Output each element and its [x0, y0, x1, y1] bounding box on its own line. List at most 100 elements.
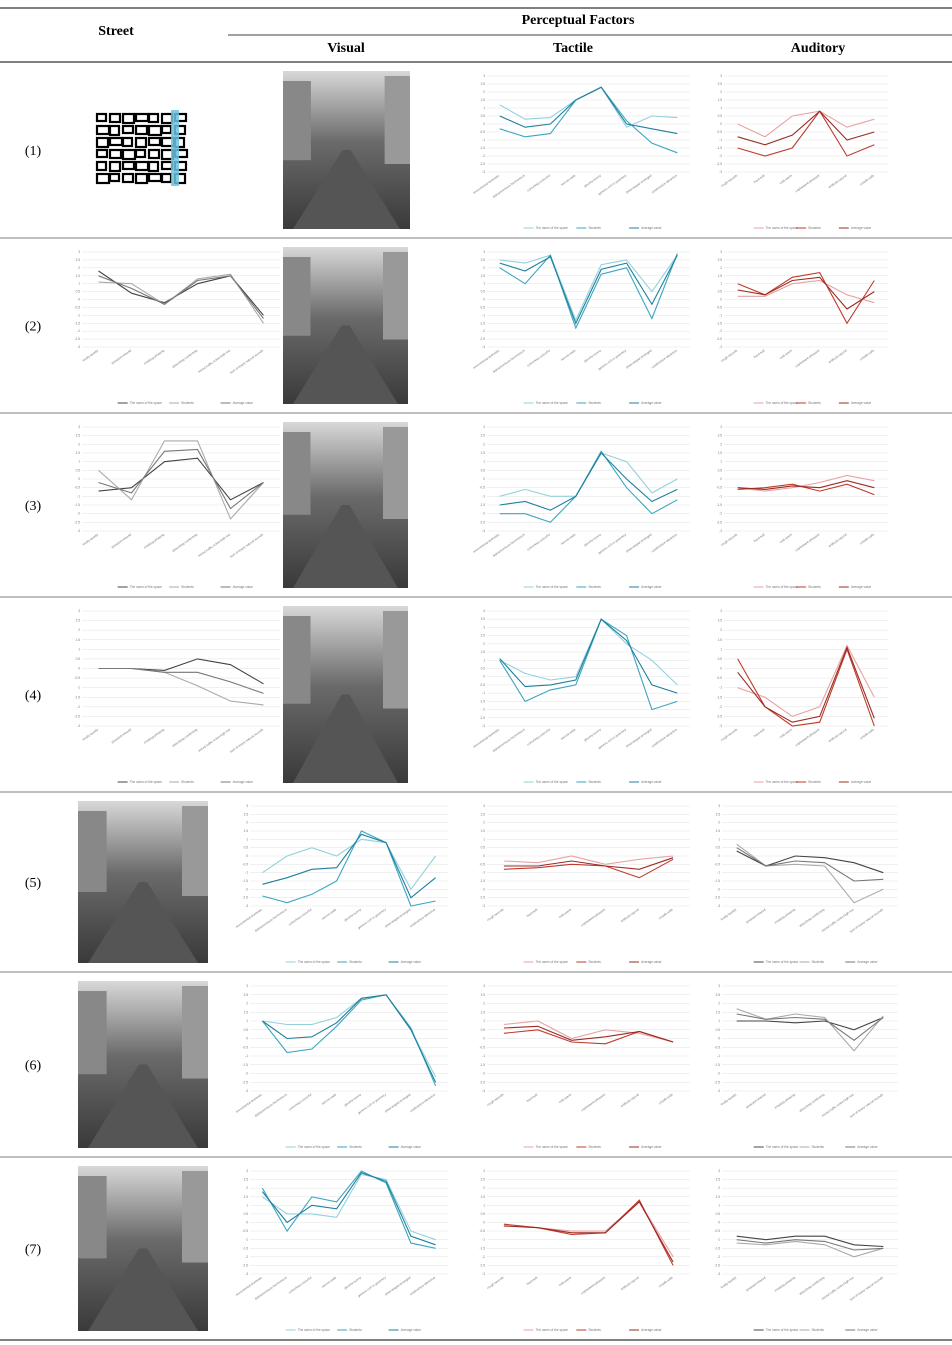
x-tick-label: narrow-wide: [321, 907, 338, 920]
x-tick-label: unattractive-attractive: [651, 173, 678, 194]
y-tick-label: -3: [482, 170, 485, 174]
x-tick-label: lack of-many natural sounds: [229, 727, 264, 753]
y-tick-label: -2.5: [480, 337, 486, 341]
y-tick-label: -0.5: [717, 305, 723, 309]
y-tick-label: -3: [245, 1272, 248, 1276]
y-tick-label: -3: [482, 724, 485, 728]
y-tick-label: 2: [720, 266, 722, 270]
legend-label: Average value: [401, 1145, 422, 1149]
legend-label: Average value: [233, 401, 254, 405]
x-tick-label: gloomy-sunny: [583, 173, 602, 188]
y-tick-label: -2.5: [243, 896, 249, 900]
y-tick-label: 2.5: [716, 993, 721, 997]
y-tick-label: 1: [720, 282, 722, 286]
y-tick-label: 2.5: [76, 258, 81, 262]
legend-label: Average value: [851, 401, 872, 405]
y-tick-label: -2.5: [717, 520, 723, 524]
x-tick-label: gloomy-sunny: [343, 907, 362, 922]
y-tick-label: 2: [78, 628, 80, 632]
y-tick-label: 1.5: [718, 274, 723, 278]
y-tick-label: 3: [720, 425, 722, 429]
line-chart: -3-2.5-2-1.5-1-0.500.511.522.53rough-smo…: [717, 425, 889, 589]
y-tick-label: 1.5: [244, 1195, 249, 1199]
legend-label: Students: [349, 1328, 362, 1332]
line-chart: -3-2.5-2-1.5-1-0.500.511.522.53monumenta…: [235, 804, 448, 964]
y-tick-label: 2: [720, 628, 722, 632]
y-tick-label: 3: [246, 1169, 248, 1173]
map-block: [136, 138, 146, 147]
legend-label: The users of the space: [298, 1145, 331, 1149]
x-tick-label: hard-soft: [753, 727, 766, 738]
y-tick-label: 0: [718, 854, 720, 858]
x-tick-label: disarranged-arranged: [625, 532, 653, 553]
x-tick-label: artificial-natural: [828, 532, 848, 548]
y-tick-label: -3: [77, 724, 80, 728]
y-tick-label: 0: [246, 854, 248, 858]
y-tick-label: -1: [717, 871, 720, 875]
legend-label: Average value: [233, 780, 254, 784]
y-tick-label: 1.5: [718, 451, 723, 455]
y-tick-label: -2: [719, 329, 722, 333]
row-label: (3): [25, 499, 42, 514]
x-tick-label: colourless-colourful: [526, 348, 551, 367]
y-tick-label: -1.5: [480, 321, 486, 325]
x-tick-label: irritating-pleasing: [143, 727, 165, 744]
map-block: [136, 174, 147, 183]
y-tick-label: -0.5: [715, 862, 721, 866]
y-tick-label: 1: [483, 1019, 485, 1023]
x-tick-label: cold-warm: [558, 1275, 573, 1287]
series-line: [737, 844, 884, 902]
y-tick-label: -3: [719, 529, 722, 533]
y-tick-label: -1: [482, 494, 485, 498]
y-tick-label: 2: [720, 442, 722, 446]
y-tick-label: -2.5: [243, 1080, 249, 1084]
y-tick-label: -3: [719, 724, 722, 728]
legend-label: The users of the space: [536, 780, 569, 784]
y-tick-label: -1.5: [480, 699, 486, 703]
y-tick-label: 1: [483, 460, 485, 464]
y-tick-label: 1.5: [716, 829, 721, 833]
y-tick-label: 0.5: [481, 468, 486, 472]
row-label: (4): [25, 689, 42, 704]
x-tick-label: colourless-colourful: [288, 1275, 313, 1294]
x-tick-label: stressed-relaxed: [110, 532, 132, 549]
x-tick-label: unattractive-attractive: [409, 1092, 436, 1113]
line-chart: -3-2.5-2-1.5-1-0.500.511.522.53loudly-qu…: [75, 609, 281, 784]
legend-label: Students: [588, 226, 601, 230]
legend-label: The users of the space: [536, 960, 569, 964]
y-tick-label: 2: [483, 1002, 485, 1006]
y-tick-label: -1: [717, 1238, 720, 1242]
y-tick-label: -1: [482, 691, 485, 695]
y-tick-label: 4: [483, 609, 485, 613]
y-tick-label: 0.5: [481, 114, 486, 118]
map-block: [97, 114, 106, 121]
map-block: [123, 174, 133, 182]
series-line: [738, 646, 875, 717]
x-tick-label: hard-soft: [753, 348, 766, 359]
x-tick-label: unpleasant-pleasant: [580, 1092, 606, 1112]
y-tick-label: 1: [483, 106, 485, 110]
y-tick-label: -0.5: [480, 1229, 486, 1233]
y-tick-label: -2: [245, 887, 248, 891]
y-tick-label: 0: [720, 298, 722, 302]
y-tick-label: -1: [719, 686, 722, 690]
series-line: [99, 441, 264, 519]
column-header: Visual: [327, 41, 365, 56]
y-tick-label: 0: [483, 1037, 485, 1041]
y-tick-label: -3: [717, 1089, 720, 1093]
map-block: [149, 150, 159, 158]
y-tick-label: 1: [246, 1019, 248, 1023]
y-tick-label: 2: [718, 1002, 720, 1006]
y-tick-label: 2.5: [481, 812, 486, 816]
legend-label: Average value: [857, 960, 878, 964]
y-tick-label: 0.5: [718, 468, 723, 472]
legend-label: The users of the space: [766, 585, 799, 589]
y-tick-label: 0.5: [718, 114, 723, 118]
x-tick-label: artificial-natural: [828, 348, 848, 364]
y-tick-label: 2.5: [244, 993, 249, 997]
y-tick-label: -2.5: [715, 1080, 721, 1084]
y-tick-label: 1.5: [76, 274, 81, 278]
x-tick-label: loudly-quietly: [82, 532, 100, 546]
legend-label: Students: [808, 401, 821, 405]
x-tick-label: lack of-many natural sounds: [849, 1275, 884, 1301]
